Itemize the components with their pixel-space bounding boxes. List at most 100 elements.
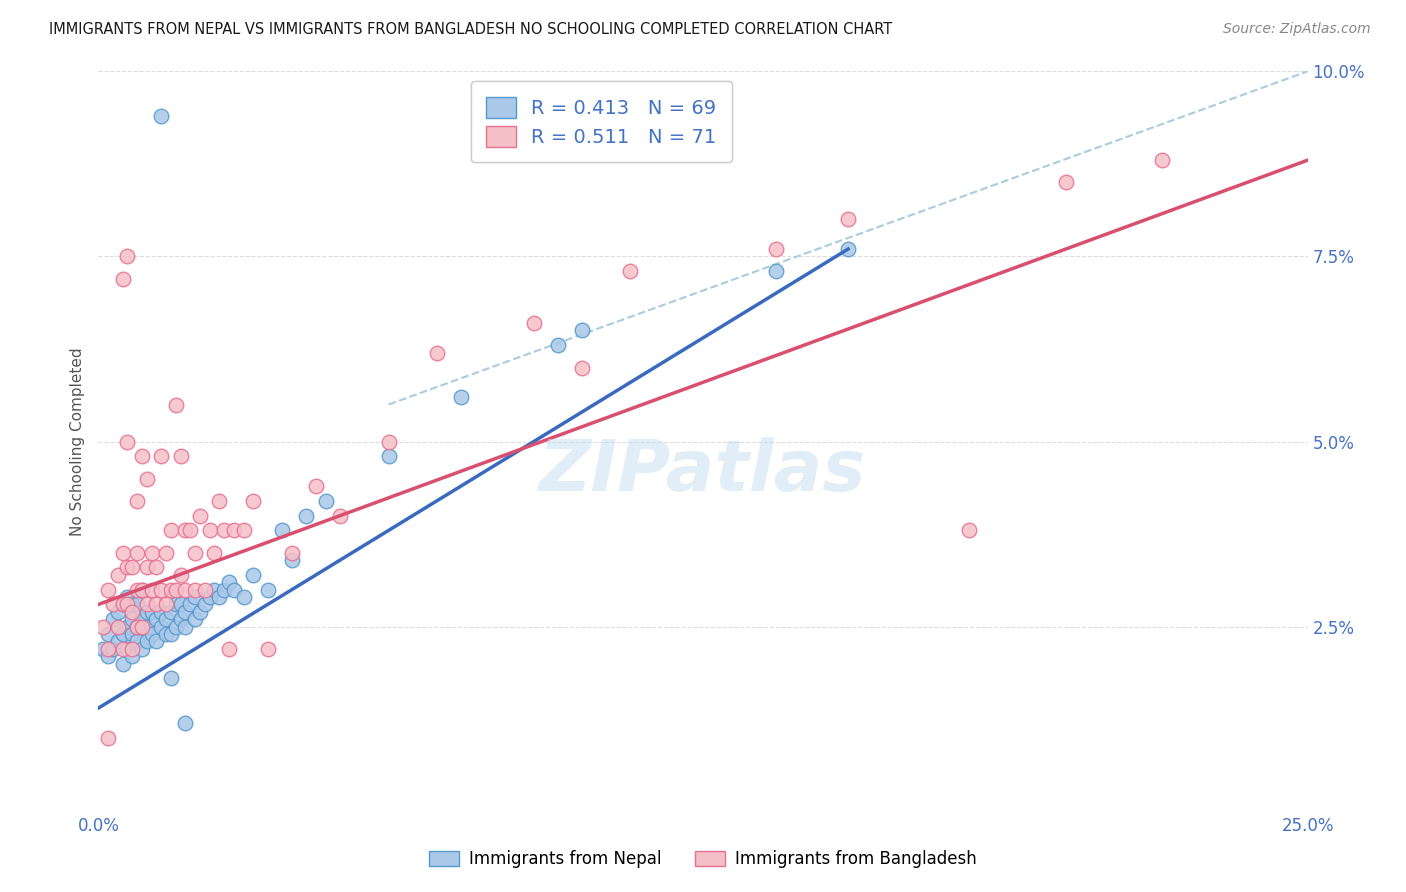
Point [107,619,129,633]
Point [194,598,217,612]
Point [141,605,163,619]
Point [135,598,157,612]
Point [150,619,173,633]
Point [155,598,177,612]
Point [165,619,187,633]
Point [198,524,221,538]
Point [160,672,183,686]
Point [957,524,980,538]
Point [150,582,173,597]
Point [165,598,187,612]
Point [765,242,787,256]
Point [145,634,167,648]
Point [232,590,254,604]
Point [141,545,163,560]
Point [281,553,304,567]
Point [169,612,191,626]
Legend: R = 0.413   N = 69, R = 0.511   N = 71: R = 0.413 N = 69, R = 0.511 N = 71 [471,81,733,162]
Point [160,524,183,538]
Point [169,598,191,612]
Point [121,641,143,656]
Point [208,493,231,508]
Point [184,612,207,626]
Point [837,212,859,227]
Point [127,598,149,612]
Point [256,641,278,656]
Point [131,612,153,626]
Point [127,545,149,560]
Point [131,619,153,633]
Point [127,493,149,508]
Point [242,493,264,508]
Point [107,634,129,648]
Point [179,524,201,538]
Point [160,582,183,597]
Point [121,649,143,664]
Point [111,641,134,656]
Point [222,524,245,538]
Point [111,271,134,285]
Point [127,619,149,633]
Point [281,545,304,560]
Point [155,627,177,641]
Point [218,575,240,590]
Point [150,450,173,464]
Point [188,508,211,523]
Point [571,360,593,375]
Point [107,605,129,619]
Point [165,582,187,597]
Point [232,524,254,538]
Point [141,627,163,641]
Point [117,641,139,656]
Point [131,582,153,597]
Point [174,619,197,633]
Point [150,605,173,619]
Point [377,450,399,464]
Point [547,338,569,352]
Point [160,627,183,641]
Point [271,524,294,538]
Point [184,545,207,560]
Point [426,345,449,359]
Point [107,567,129,582]
Point [131,641,153,656]
Point [121,598,143,612]
Point [111,545,134,560]
Point [101,612,124,626]
Point [174,715,197,730]
Point [194,582,217,597]
Point [155,612,177,626]
Point [329,508,352,523]
Point [315,493,337,508]
Point [97,649,120,664]
Point [91,641,114,656]
Point [160,605,183,619]
Point [117,598,139,612]
Point [127,619,149,633]
Point [242,567,264,582]
Point [135,634,157,648]
Point [155,545,177,560]
Point [117,590,139,604]
Point [127,582,149,597]
Point [174,582,197,597]
Point [131,450,153,464]
Point [121,560,143,574]
Point [121,605,143,619]
Point [150,109,173,123]
Point [204,545,226,560]
Point [111,598,134,612]
Point [218,641,240,656]
Point [212,524,235,538]
Point [184,582,207,597]
Point [208,590,231,604]
Point [837,242,859,256]
Point [117,434,139,449]
Point [305,479,328,493]
Point [141,582,163,597]
Point [127,634,149,648]
Point [174,524,197,538]
Point [97,641,120,656]
Point [174,605,197,619]
Point [450,390,472,404]
